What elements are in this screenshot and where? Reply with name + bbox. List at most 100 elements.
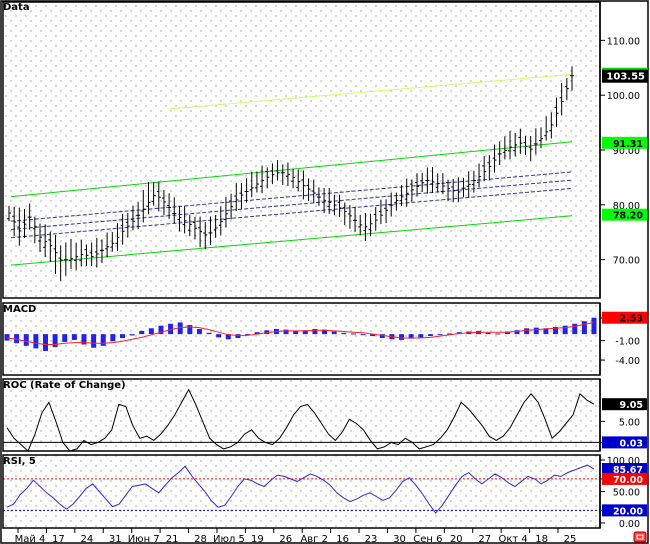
macd-histogram-bar [216,334,222,338]
macd-histogram-bar [495,333,501,335]
macd-histogram-bar [447,333,453,335]
macd-histogram-bar [14,334,20,344]
x-tick-label: 31 [109,534,122,544]
price-panel-title: Data [3,2,30,13]
value-badge-label: 91.31 [613,139,643,150]
value-badge-label: 70.00 [613,475,643,486]
x-tick-label: 26 [279,534,292,544]
value-badge-label: 20.00 [613,506,643,517]
value-badge [602,472,647,485]
macd-histogram-bar [71,334,77,340]
panel-plot-area [3,455,600,528]
value-badge [602,504,647,517]
macd-histogram-bar [110,334,116,342]
x-tick-label: Сен 6 [413,534,442,544]
macd-histogram-bar [379,334,385,339]
macd-histogram-bar [254,332,260,335]
macd-histogram-bar [360,334,366,336]
x-tick-label: 16 [336,534,349,544]
macd-histogram-bar [52,334,58,348]
panel-plot-area [3,2,600,298]
value-badge-label: 85.67 [613,465,643,476]
y-tick-label: 80.00 [613,201,640,212]
roc-line [6,388,595,452]
macd-histogram-bar [331,331,337,335]
trend-channel-line [10,215,573,266]
regression-channel-dashed [10,171,573,222]
macd-histogram-bar [235,334,241,339]
x-tick-label: 27 [478,534,491,544]
macd-histogram-bar [187,325,193,335]
macd-histogram-bar [399,334,405,340]
value-badge [602,136,647,149]
y-tick-label: 100.00 [607,456,640,467]
value-badge-label: 78.20 [613,211,643,222]
macd-histogram-bar [514,330,520,335]
y-tick-label: 110.00 [607,36,640,47]
y-tick-label: 70.00 [613,256,640,267]
x-tick-label: 20 [450,534,463,544]
x-tick-label: 28 [194,534,207,544]
x-tick-label: 19 [251,534,264,544]
x-tick-label: 30 [393,534,406,544]
macd-histogram-bar [350,333,356,335]
value-badge [602,436,647,449]
rsi-line [6,464,595,514]
x-tick-label: 25 [564,534,577,544]
y-tick-label: -4.00 [615,356,640,367]
macd-histogram-bar [33,334,39,349]
macd-histogram-bar [283,329,289,335]
y-tick-label: 50.00 [613,488,640,499]
macd-histogram-bar [504,331,510,335]
macd-histogram-bar [62,334,68,342]
macd-histogram-bar [302,330,308,335]
roc-panel-title: ROC (Rate of Change) [3,380,126,391]
macd-histogram-bar [100,334,106,346]
rsi-panel-title: RSI, 5 [3,456,36,467]
macd-histogram-bar [312,328,318,335]
macd-histogram-bar [408,334,414,339]
close-icon[interactable] [633,531,647,543]
macd-histogram-bar [42,334,48,351]
macd-histogram-bar [543,328,549,335]
x-tick-label: 23 [365,534,378,544]
macd-histogram-bar [245,334,251,336]
trend-channel-line [169,73,573,110]
regression-channel-dashed [10,179,573,230]
last-price-marker [602,67,648,70]
value-badge-label: 9.05 [620,400,643,411]
macd-histogram-bar [553,327,559,335]
y-tick-label: 90.00 [613,146,640,157]
last-price-label: 103.55 [606,72,645,83]
macd-histogram-bar [148,328,154,335]
macd-histogram-bar [524,328,530,335]
regression-channel-dashed [10,187,573,239]
x-tick-label: 17 [52,534,65,544]
macd-histogram-bar [562,325,568,335]
macd-histogram-bar [225,334,231,340]
value-badge [602,463,647,476]
macd-histogram-bar [370,334,376,337]
y-tick-label: 100.00 [607,91,640,102]
y-tick-label: -1.00 [615,337,640,348]
x-tick-label: Окт 4 [499,534,528,544]
macd-histogram-bar [23,334,29,346]
macd-histogram-bar [581,321,587,335]
value-badge [602,398,647,411]
macd-histogram-bar [196,328,202,335]
macd-histogram-bar [437,334,443,336]
macd-histogram-bar [418,334,424,338]
macd-histogram-bar [591,317,597,335]
macd-histogram-bar [427,334,433,337]
macd-histogram-bar [485,332,491,335]
macd-panel-title: MACD [3,304,36,315]
macd-histogram-bar [158,325,164,335]
trend-channel-line [10,141,573,198]
value-badge [602,311,647,324]
last-price-badge [602,68,648,83]
macd-histogram-bar [177,322,183,335]
macd-histogram-bar [264,330,270,335]
